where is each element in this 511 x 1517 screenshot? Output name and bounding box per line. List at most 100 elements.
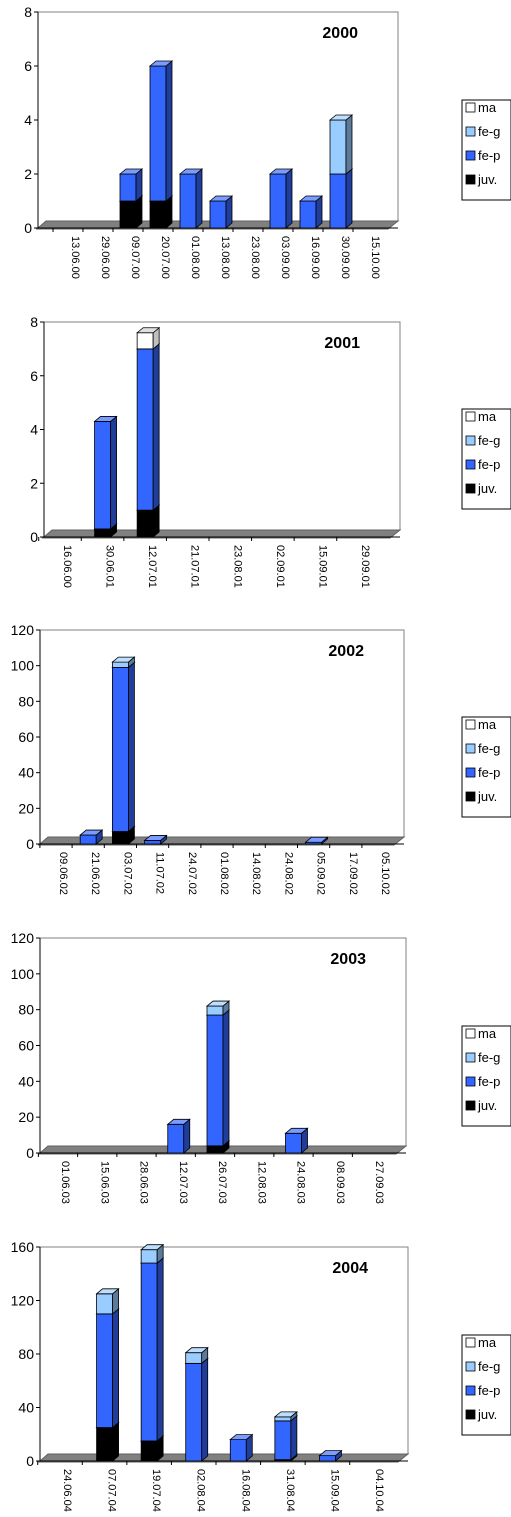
y-tick-label: 6 xyxy=(30,368,38,384)
bar-segment-fe-p xyxy=(209,200,227,229)
legend-label: fe-p xyxy=(478,1074,500,1089)
legend-label: ma xyxy=(478,1335,497,1350)
bar-side-fe-p xyxy=(156,1257,164,1442)
legend-label: juv. xyxy=(477,1098,497,1113)
bar-side-fe-p xyxy=(222,1009,230,1147)
x-tick-label: 09.07.00 xyxy=(129,236,141,279)
bar-segment-fe-p xyxy=(112,667,129,832)
x-tick-label: 20.07.00 xyxy=(159,236,171,279)
x-tick-label: 24.08.03 xyxy=(295,1161,307,1204)
bar-segment-ma xyxy=(136,332,154,350)
bar-top-fe-p xyxy=(178,168,204,175)
bar-side-fe-p xyxy=(152,343,160,511)
bar-top-fe-g xyxy=(140,1244,165,1251)
x-tick-label: 21.07.01 xyxy=(189,545,201,588)
y-tick-label: 80 xyxy=(18,693,34,709)
bar-segment-fe-p xyxy=(274,1420,292,1461)
bar-top-fe-g xyxy=(184,1347,209,1354)
x-tick-label: 15.06.03 xyxy=(98,1161,110,1204)
x-tick-label: 03.09.00 xyxy=(279,236,291,279)
legend-label: juv. xyxy=(477,481,497,496)
bar-top-fe-g xyxy=(205,1000,231,1007)
bar-segment-juv xyxy=(112,831,129,845)
y-tick-label: 6 xyxy=(24,58,32,74)
bar-segment-juv xyxy=(96,1427,113,1462)
y-tick-label: 4 xyxy=(24,112,32,128)
x-tick-label: 11.07.02 xyxy=(154,852,166,894)
y-tick-label: 4 xyxy=(30,422,38,438)
bar-top-fe-p xyxy=(229,1434,254,1440)
chart-floor xyxy=(37,1453,410,1463)
y-tick-label: 0 xyxy=(24,220,32,236)
y-tick-label: 120 xyxy=(11,930,35,946)
x-tick-label: 07.07.04 xyxy=(106,1469,118,1512)
legend-swatch-ma xyxy=(465,411,476,422)
x-tick-label: 12.07.01 xyxy=(146,545,158,588)
bar-segment-juv xyxy=(149,200,167,229)
legend-swatch-juv xyxy=(465,483,476,494)
legend-label: juv. xyxy=(477,789,497,804)
legend-label: juv. xyxy=(477,172,497,187)
bar-segment-fe-p xyxy=(149,65,167,202)
x-tick-label: 29.06.00 xyxy=(99,236,111,279)
bar-segment-fe-g xyxy=(185,1352,203,1364)
x-tick-label: 16.08.04 xyxy=(239,1469,251,1512)
bar-segment-fe-p xyxy=(96,1313,113,1428)
chart-title: 2002 xyxy=(328,643,364,660)
chart-title: 2000 xyxy=(322,25,358,42)
chart-title: 2001 xyxy=(324,335,360,352)
bar-side-fe-p xyxy=(201,1357,209,1462)
plot-area xyxy=(39,629,405,845)
chart-title: 2004 xyxy=(332,1260,368,1277)
y-tick-label: 40 xyxy=(18,1400,34,1416)
x-tick-label: 12.07.03 xyxy=(177,1161,189,1204)
legend-swatch-juv xyxy=(465,791,476,802)
bar-side-fe-p xyxy=(345,168,353,229)
y-tick-label: 40 xyxy=(18,765,34,781)
x-tick-label: 02.09.01 xyxy=(274,545,286,588)
bar-segment-fe-g xyxy=(274,1416,292,1422)
bar-segment-fe-p xyxy=(136,348,154,511)
bar-segment-fe-g xyxy=(140,1249,158,1264)
bar-top-fe-p xyxy=(298,195,324,202)
x-tick-label: 21.06.02 xyxy=(89,852,101,895)
legend-swatch-fe-g xyxy=(465,126,476,137)
legend-label: juv. xyxy=(477,1407,497,1422)
bar-top-fe-p xyxy=(208,195,234,202)
x-tick-label: 16.06.00 xyxy=(61,545,73,588)
legend-swatch-fe-p xyxy=(465,767,476,778)
legend-swatch-fe-p xyxy=(465,1076,476,1087)
bar-segment-fe-g xyxy=(206,1005,224,1016)
bar-top-fe-p xyxy=(166,1118,191,1125)
bar-top-fe-g xyxy=(111,656,136,663)
legend-label: fe-p xyxy=(478,457,500,472)
x-tick-label: 05.10.02 xyxy=(379,852,391,895)
y-tick-label: 8 xyxy=(24,4,32,20)
x-tick-label: 03.07.02 xyxy=(121,852,133,895)
legend-swatch-ma xyxy=(465,719,476,730)
bar-top-fe-p xyxy=(79,829,104,836)
legend-swatch-fe-g xyxy=(465,1361,476,1372)
x-tick-label: 05.09.02 xyxy=(315,852,327,895)
bar-top-fe-p xyxy=(284,1127,309,1134)
bar-segment-fe-p xyxy=(229,1439,247,1462)
legend-label: fe-g xyxy=(478,124,500,139)
bar-top-fe-p xyxy=(268,168,294,175)
legend-swatch-fe-p xyxy=(465,150,476,161)
chart-floor xyxy=(41,529,402,539)
y-tick-label: 0 xyxy=(26,1453,34,1469)
y-tick-label: 100 xyxy=(11,966,35,982)
bar-segment-fe-g xyxy=(96,1293,113,1315)
bar-side-juv xyxy=(152,504,160,538)
x-tick-label: 09.06.02 xyxy=(57,852,69,895)
bar-segment-fe-p xyxy=(206,1014,224,1147)
bar-segment-fe-g xyxy=(112,661,129,668)
bar-top-fe-p xyxy=(304,836,329,843)
y-tick-label: 120 xyxy=(11,622,35,638)
bar-side-juv xyxy=(165,195,173,229)
x-tick-label: 30.09.00 xyxy=(339,236,351,279)
bar-segment-fe-p xyxy=(94,421,111,530)
bar-top-fe-p xyxy=(318,1450,343,1457)
x-tick-label: 24.06.04 xyxy=(61,1469,73,1512)
legend-label: ma xyxy=(478,100,497,115)
